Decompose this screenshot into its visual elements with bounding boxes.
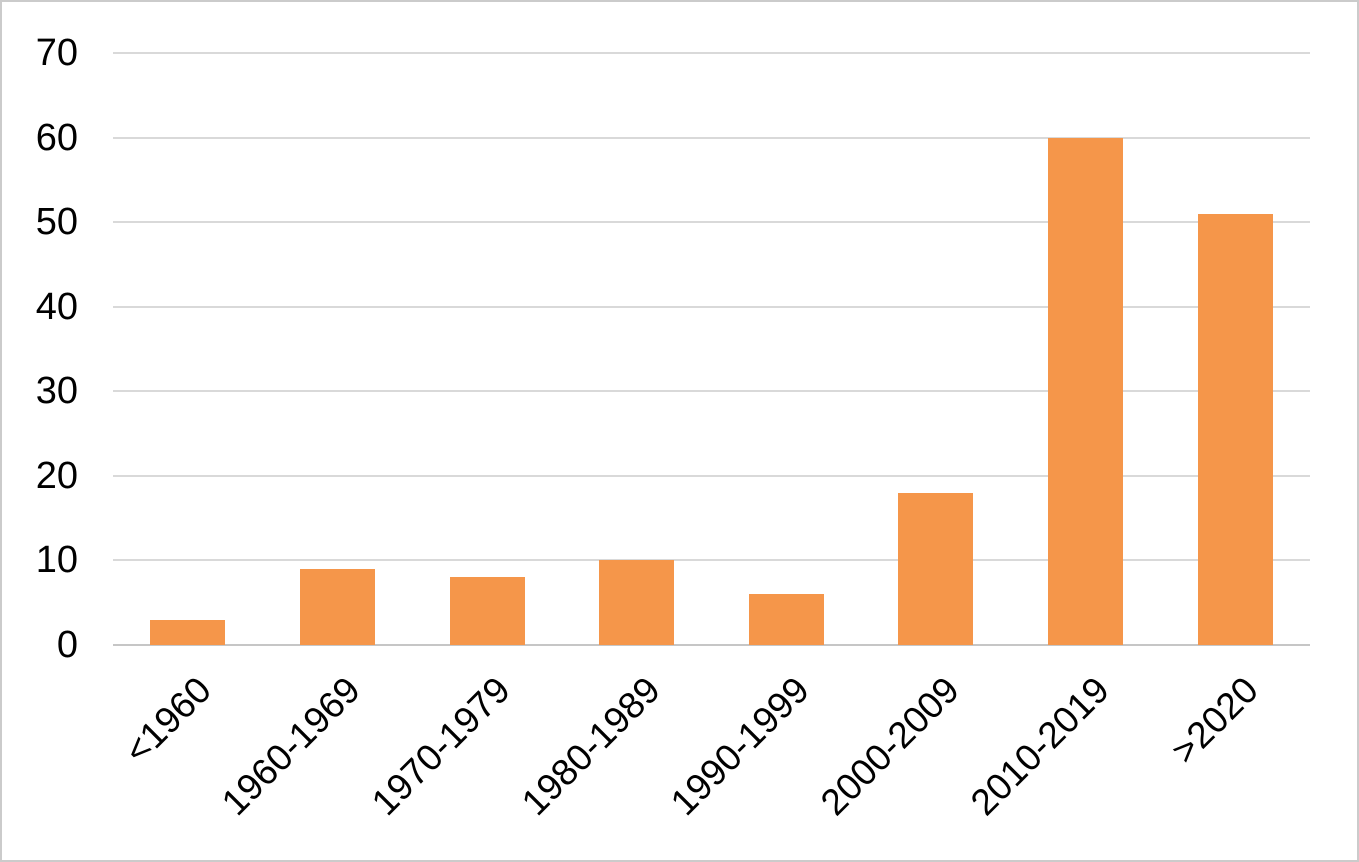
x-tick-label-2000-2009: 2000-2009 bbox=[812, 669, 967, 824]
bar-1960-1969 bbox=[299, 568, 375, 645]
bar-2010-2019 bbox=[1048, 137, 1124, 645]
y-tick-label-60: 60 bbox=[35, 116, 78, 159]
y-tick-label-0: 0 bbox=[56, 624, 78, 666]
x-tick-label-1970-1979: 1970-1979 bbox=[363, 669, 519, 824]
gridline-y-60 bbox=[113, 136, 1310, 139]
gridline-y-40 bbox=[113, 305, 1310, 308]
x-tick-label-<1960: <1960 bbox=[116, 669, 219, 772]
x-tick-label->2020: >2020 bbox=[1163, 669, 1267, 772]
y-tick-label-20: 20 bbox=[35, 454, 78, 497]
x-tick-label-1980-1989: 1980-1989 bbox=[513, 669, 668, 824]
x-tick-label-2010-2019: 2010-2019 bbox=[962, 669, 1117, 824]
gridline-y-20 bbox=[113, 474, 1310, 477]
gridline-y-70 bbox=[113, 52, 1310, 54]
y-tick-label-50: 50 bbox=[35, 201, 78, 244]
bar-1970-1979 bbox=[449, 577, 525, 645]
y-tick-label-40: 40 bbox=[35, 285, 78, 328]
x-tick-label-1990-1999: 1990-1999 bbox=[663, 669, 818, 824]
gridline-y-50 bbox=[113, 221, 1310, 224]
gridline-y-30 bbox=[113, 390, 1310, 393]
gridline-y-10 bbox=[113, 559, 1310, 562]
x-axis-line bbox=[113, 644, 1310, 646]
x-tick-label-1960-1969: 1960-1969 bbox=[214, 669, 369, 824]
y-tick-label-10: 10 bbox=[35, 539, 78, 582]
y-tick-label-30: 30 bbox=[35, 370, 78, 413]
bar->2020 bbox=[1197, 213, 1273, 645]
bar-1980-1989 bbox=[599, 560, 675, 645]
y-tick-label-70: 70 bbox=[35, 32, 78, 74]
bar-<1960 bbox=[150, 619, 226, 645]
bar-2000-2009 bbox=[898, 492, 974, 645]
bar-1990-1999 bbox=[748, 594, 824, 645]
